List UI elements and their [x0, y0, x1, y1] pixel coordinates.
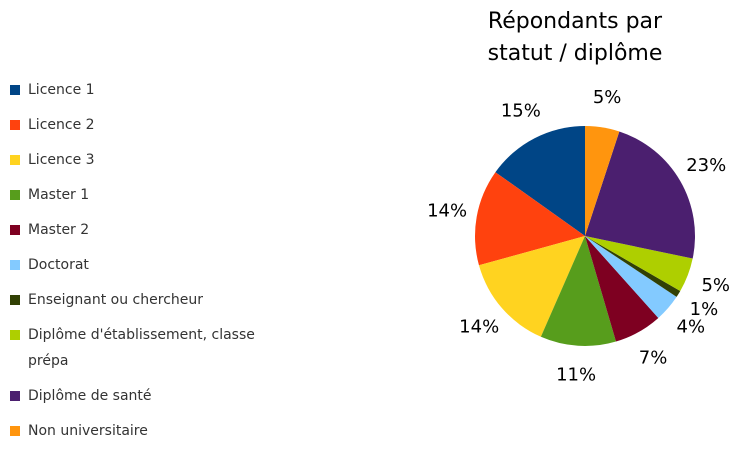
data-label: 15%	[501, 101, 541, 122]
legend-item: Master 2	[10, 217, 290, 243]
data-label: 14%	[427, 201, 467, 222]
legend-item: Diplôme d'établissement, classe prépa	[10, 322, 290, 374]
data-label: 11%	[556, 365, 596, 386]
legend-label: Enseignant ou chercheur	[28, 292, 203, 308]
legend-item: Enseignant ou chercheur	[10, 287, 290, 313]
pie-slice	[475, 172, 585, 266]
legend-label: Master 1	[28, 187, 90, 203]
data-label: 14%	[459, 317, 499, 338]
pie-slice	[585, 236, 693, 291]
pie-slice	[585, 236, 681, 297]
legend-swatch	[10, 85, 20, 95]
legend-swatch	[10, 225, 20, 235]
legend-item: Licence 1	[10, 77, 290, 103]
legend-item: Master 1	[10, 182, 290, 208]
data-label: 23%	[686, 155, 726, 176]
legend-label: Licence 2	[28, 117, 95, 133]
pie-slice	[495, 126, 585, 236]
legend-label: Diplôme d'établissement, classe prépa	[28, 327, 255, 369]
pie-slice	[540, 236, 616, 347]
legend-item: Licence 3	[10, 147, 290, 173]
data-label: 1%	[690, 299, 719, 320]
data-label: 7%	[639, 347, 668, 368]
legend-item: Non universitaire	[10, 418, 290, 444]
legend-label: Master 2	[28, 222, 90, 238]
legend-swatch	[10, 120, 20, 130]
legend-item: Licence 2	[10, 112, 290, 138]
pie-slice	[585, 236, 677, 318]
legend-swatch	[10, 426, 20, 436]
legend-label: Doctorat	[28, 257, 89, 273]
legend-item: Doctorat	[10, 252, 290, 278]
data-label: 5%	[593, 87, 622, 108]
legend-label: Non universitaire	[28, 423, 148, 439]
legend-label: Licence 3	[28, 152, 95, 168]
data-label: 5%	[701, 275, 730, 296]
legend-label: Licence 1	[28, 82, 95, 98]
legend-label: Diplôme de santé	[28, 388, 152, 404]
legend-swatch	[10, 295, 20, 305]
pie-slice	[478, 236, 585, 337]
legend: Licence 1 Licence 2 Licence 3 Master 1 Maste…	[10, 77, 290, 444]
pie-slice	[585, 126, 620, 236]
legend-swatch	[10, 155, 20, 165]
chart-title: Répondants par statut / diplôme	[487, 9, 663, 66]
pie-slice	[585, 131, 695, 259]
legend-swatch	[10, 391, 20, 401]
pie-slice	[585, 236, 659, 342]
legend-swatch	[10, 190, 20, 200]
legend-swatch	[10, 260, 20, 270]
legend-swatch	[10, 330, 20, 340]
legend-item: Diplôme de santé	[10, 383, 290, 409]
data-label: 4%	[677, 317, 706, 338]
